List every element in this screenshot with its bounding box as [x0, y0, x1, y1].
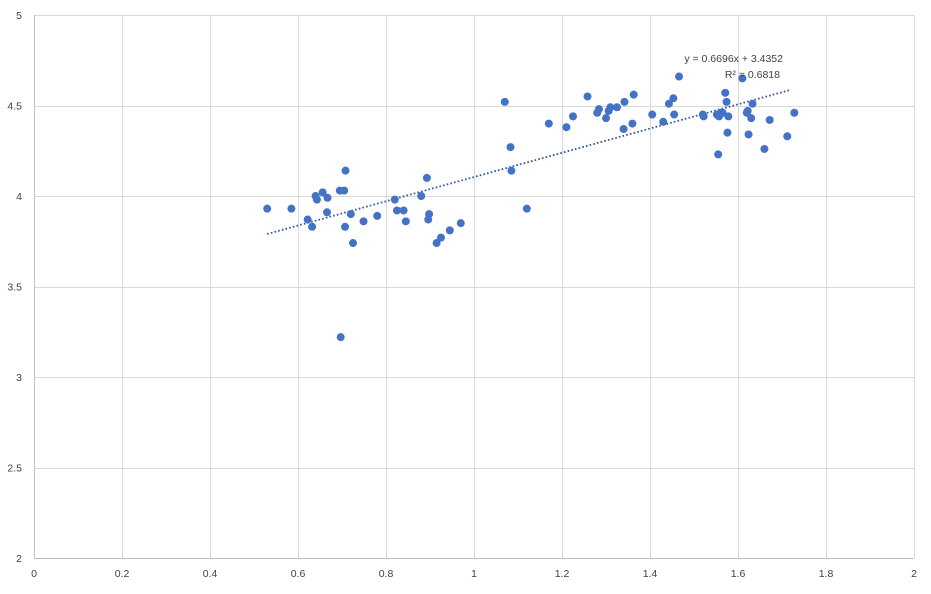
scatter-point: [628, 119, 637, 128]
scatter-point: [323, 208, 332, 217]
scatter-point: [790, 108, 799, 117]
scatter-point: [308, 222, 317, 231]
scatter-point: [738, 74, 747, 83]
scatter-point: [722, 97, 731, 106]
trendline-annotations: y = 0.6696x + 3.4352 R² = 0.6818: [684, 53, 783, 81]
trendline-r2-label: R² = 0.6818: [725, 69, 780, 81]
scatter-point: [336, 333, 345, 342]
scatter-point: [417, 192, 426, 200]
scatter-point: [349, 239, 357, 248]
axes: [34, 15, 914, 559]
scatter-point: [522, 204, 531, 213]
scatter-point: [760, 144, 769, 153]
x-tick-label: 1.6: [731, 568, 746, 580]
scatter-point: [341, 222, 350, 231]
scatter-point: [747, 114, 756, 123]
scatter-point: [323, 193, 332, 202]
trendline-equation-label: y = 0.6696x + 3.4352: [684, 53, 783, 65]
gridlines: [34, 15, 915, 558]
scatter-point: [723, 128, 732, 137]
y-tick-label: 2: [16, 553, 22, 565]
scatter-point: [744, 130, 753, 139]
scatter-point: [340, 186, 349, 195]
scatter-point: [594, 105, 603, 114]
scatter-point: [670, 110, 679, 119]
y-tick-label: 3.5: [7, 282, 22, 294]
scatter-point: [500, 97, 509, 106]
x-tick-label: 1.8: [819, 568, 834, 580]
x-tick-label: 0.2: [115, 568, 130, 580]
scatter-point: [303, 215, 312, 224]
scatter-point: [287, 204, 296, 213]
scatter-point: [619, 125, 628, 134]
scatter-point: [445, 226, 454, 235]
scatter-point: [721, 88, 730, 97]
scatter-point: [544, 119, 553, 128]
scatter-point: [432, 239, 441, 248]
x-tick-label: 0: [31, 568, 37, 580]
scatter-point: [562, 123, 571, 132]
scatter-point: [606, 103, 615, 112]
scatter-point: [507, 166, 516, 175]
scatter-point: [669, 94, 678, 103]
scatter-point: [422, 173, 431, 182]
x-tick-label: 0.6: [291, 568, 306, 580]
scatter-point: [765, 115, 774, 124]
x-tick-label: 1.4: [643, 568, 658, 580]
scatter-point: [583, 92, 592, 101]
scatter-point: [783, 132, 792, 141]
scatter-point: [393, 206, 401, 215]
scatter-point: [359, 217, 368, 226]
scatter-point: [318, 188, 327, 197]
scatter-point: [263, 204, 272, 213]
y-tick-label: 5: [16, 10, 22, 22]
y-tick-label: 4: [16, 191, 22, 203]
scatter-point: [620, 97, 629, 106]
y-tick-label: 3: [16, 372, 22, 384]
scatter-point: [425, 210, 434, 219]
x-tick-label: 0.8: [379, 568, 394, 580]
scatter-point: [648, 110, 657, 119]
trendline-group: [266, 88, 792, 235]
scatter-point: [699, 112, 708, 121]
scatter-point: [373, 211, 382, 220]
data-points: [263, 72, 799, 342]
scatter-point: [748, 99, 757, 108]
scatter-point: [675, 72, 684, 81]
y-tick-label: 4.5: [7, 101, 22, 113]
scatter-point: [399, 206, 408, 215]
scatter-point: [346, 210, 355, 219]
x-tick-label: 0.4: [203, 568, 218, 580]
scatter-point: [743, 106, 752, 115]
scatter-point: [718, 108, 727, 117]
scatter-point: [613, 103, 621, 112]
x-tick-label: 2: [911, 568, 917, 580]
scatter-point: [456, 219, 465, 228]
scatter-point: [390, 195, 399, 204]
scatter-point: [602, 114, 610, 123]
scatter-point: [629, 90, 638, 99]
x-tick-label: 1: [471, 568, 477, 580]
scatter-point: [506, 143, 515, 152]
scatter-point: [341, 166, 350, 175]
scatter-point: [724, 112, 733, 121]
scatter-point: [569, 112, 577, 121]
y-tick-label: 2.5: [7, 463, 22, 475]
scatter-point: [401, 217, 410, 226]
scatter-point: [437, 233, 445, 242]
scatter-point: [659, 117, 668, 126]
scatter-point: [714, 150, 723, 159]
scatter-point: [312, 195, 321, 204]
trendline: [266, 88, 792, 235]
tick-labels: 0 0.2 0.4 0.6 0.8 1 1.2 1.4 1.6 1.8 2 2 2.5 3 3.5 4 4.5 5: [7, 10, 917, 580]
scatter-point: [664, 99, 673, 108]
x-tick-label: 1.2: [555, 568, 570, 580]
